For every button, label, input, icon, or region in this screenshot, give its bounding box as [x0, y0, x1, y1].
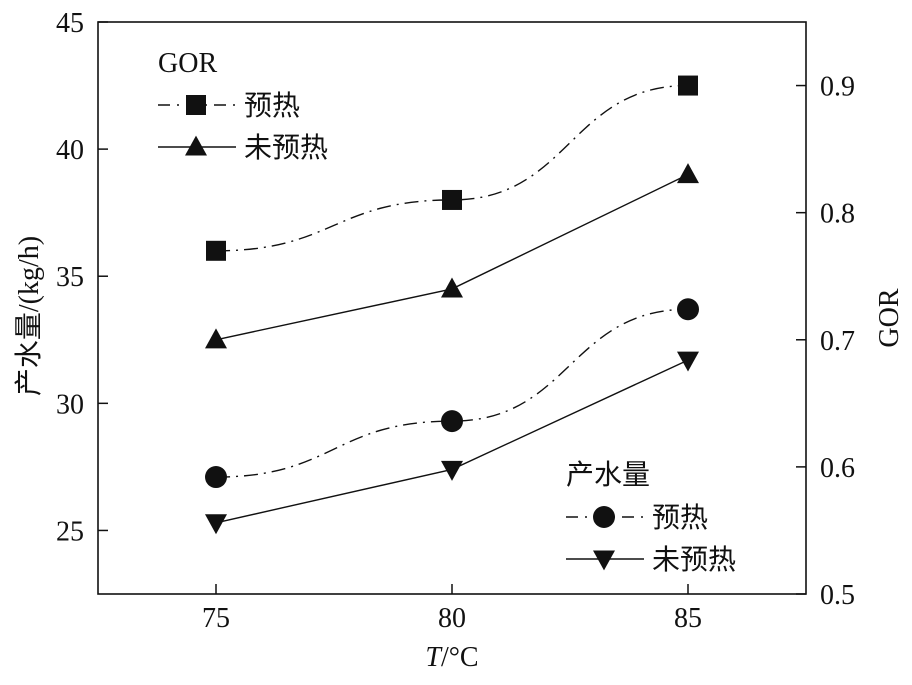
- legend-item: 预热: [566, 502, 708, 534]
- data-point-circle: [677, 298, 699, 321]
- x-tick-label: 80: [438, 603, 466, 634]
- series-layer: [205, 75, 699, 535]
- legend-marker: [186, 95, 206, 115]
- data-point-circle: [205, 466, 227, 489]
- right-tick-label: 0.6: [820, 453, 855, 484]
- left-tick-label: 45: [56, 8, 84, 39]
- left-tick-label: 25: [56, 516, 84, 547]
- right-tick-label: 0.9: [820, 72, 855, 103]
- legend-label: 预热: [652, 502, 708, 534]
- series-water-preheated: [205, 298, 699, 489]
- legend-label: 未预热: [244, 132, 328, 164]
- x-tick-label: 85: [674, 603, 702, 634]
- right-tick-label: 0.8: [820, 199, 855, 230]
- data-point-triangle-up: [205, 328, 227, 349]
- legend-item: 预热: [158, 90, 300, 122]
- right-tick-label: 0.5: [820, 580, 855, 611]
- data-point-square: [206, 240, 226, 261]
- data-point-triangle-down: [677, 351, 699, 372]
- series-line: [215, 359, 689, 524]
- data-point-triangle-down: [441, 460, 463, 481]
- data-point-triangle-up: [441, 277, 463, 298]
- legend-label: 未预热: [652, 544, 736, 576]
- x-tick-label: 75: [202, 603, 230, 634]
- series-water-not-preheated: [205, 351, 699, 535]
- right-tick-label: 0.7: [820, 326, 855, 357]
- left-tick-label: 30: [56, 389, 84, 420]
- legend-marker: [593, 550, 615, 571]
- series-gor-not-preheated: [205, 163, 699, 349]
- data-point-square: [678, 75, 698, 96]
- legend-item: 未预热: [566, 544, 736, 576]
- x-axis: 75 80 85: [202, 584, 702, 634]
- right-axis-label: GOR: [874, 288, 905, 347]
- x-axis-label: T/°C: [425, 642, 478, 673]
- series-gor-preheated: [206, 75, 698, 261]
- legend-title: 产水量: [566, 459, 650, 491]
- legend-item: 未预热: [158, 132, 328, 164]
- left-tick-label: 40: [56, 135, 84, 166]
- data-point-triangle-up: [677, 163, 699, 184]
- x-axis-label-variable: T: [425, 642, 443, 673]
- x-axis-label-unit: /°C: [441, 642, 479, 673]
- data-point-square: [442, 189, 462, 210]
- left-tick-label: 35: [56, 262, 84, 293]
- left-axis-label: 产水量/(kg/h): [13, 236, 45, 396]
- legend-title: GOR: [158, 48, 217, 79]
- right-axis: 0.5 0.6 0.7 0.8 0.9: [796, 72, 855, 611]
- legend-label: 预热: [244, 90, 300, 122]
- data-point-circle: [441, 410, 463, 433]
- data-point-triangle-down: [205, 514, 227, 535]
- legend-marker: [185, 135, 207, 156]
- legend-marker: [593, 506, 615, 528]
- series-line: [215, 84, 689, 252]
- left-axis: 25 30 35 40 45: [56, 8, 108, 547]
